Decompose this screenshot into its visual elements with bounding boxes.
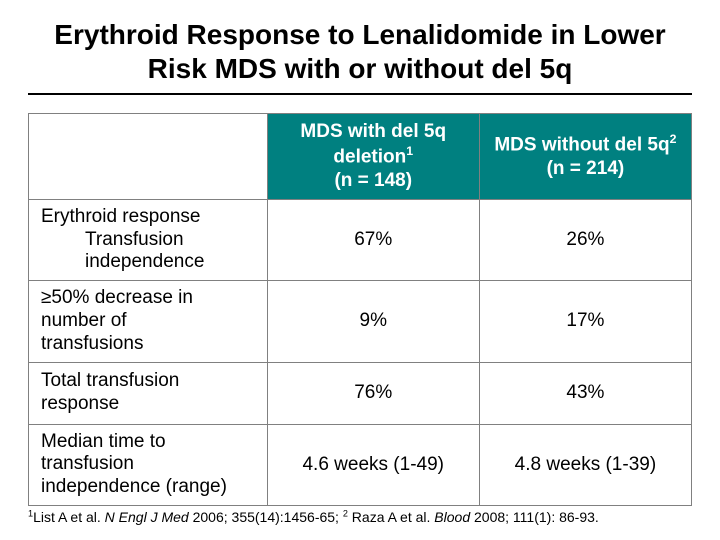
slide-container: Erythroid Response to Lenalidomide in Lo… — [0, 0, 720, 540]
row3-col2: 4.8 weeks (1-39) — [479, 424, 691, 505]
table-row: Median time to transfusion independence … — [29, 424, 692, 505]
row0-col1: 67% — [267, 199, 479, 280]
footnote-ref1-post: 2006; 355(14):1456-65; — [193, 509, 343, 525]
header-col1-line2: deletion — [333, 146, 406, 167]
header-col1-sup: 1 — [406, 144, 413, 158]
table-row: Erythroid response Transfusion independe… — [29, 199, 692, 280]
row2-col1: 76% — [267, 362, 479, 424]
row3-l1: Median time to transfusion — [41, 431, 166, 475]
row0-col2: 26% — [479, 199, 691, 280]
slide-title: Erythroid Response to Lenalidomide in Lo… — [28, 18, 692, 85]
table-header-row: MDS with del 5q deletion1 (n = 148) MDS … — [29, 114, 692, 200]
row1-col2: 17% — [479, 281, 691, 362]
header-col1: MDS with del 5q deletion1 (n = 148) — [267, 114, 479, 200]
title-divider — [28, 93, 692, 95]
row2-l1: Total transfusion — [41, 370, 179, 391]
row0-sub2: independence — [41, 251, 257, 274]
header-corner-cell — [29, 114, 268, 200]
footnote-ref2-pre: Raza A et al. — [348, 509, 434, 525]
data-table: MDS with del 5q deletion1 (n = 148) MDS … — [28, 113, 692, 506]
header-col2: MDS without del 5q2 (n = 214) — [479, 114, 691, 200]
footnote-ref2-ital: Blood — [434, 509, 474, 525]
row1-label: ≥50% decrease in number of transfusions — [29, 281, 268, 362]
row0-sub1: Transfusion — [41, 229, 257, 252]
header-col2-line2: (n = 214) — [547, 158, 625, 179]
row1-l2: number of — [41, 310, 127, 331]
header-col1-line1: MDS with del 5q — [300, 121, 446, 142]
row3-col1: 4.6 weeks (1-49) — [267, 424, 479, 505]
row0-label: Erythroid response Transfusion independe… — [29, 199, 268, 280]
footnote: 1List A et al. N Engl J Med 2006; 355(14… — [28, 508, 692, 526]
table-row: Total transfusion response 76% 43% — [29, 362, 692, 424]
footnote-ref2-post: 2008; 111(1): 86-93. — [474, 509, 599, 525]
row1-l1: ≥50% decrease in — [41, 287, 193, 308]
row3-label: Median time to transfusion independence … — [29, 424, 268, 505]
footnote-ref1-pre: List A et al. — [33, 509, 105, 525]
header-col2-sup: 2 — [670, 132, 677, 146]
row0-main: Erythroid response — [41, 206, 200, 227]
row3-l2: independence (range) — [41, 476, 227, 497]
table-row: ≥50% decrease in number of transfusions … — [29, 281, 692, 362]
row2-l2: response — [41, 393, 119, 414]
row2-label: Total transfusion response — [29, 362, 268, 424]
row1-l3: transfusions — [41, 333, 143, 354]
row2-col2: 43% — [479, 362, 691, 424]
row1-col1: 9% — [267, 281, 479, 362]
footnote-ref1-ital: N Engl J Med — [105, 509, 193, 525]
header-col2-line1: MDS without del 5q — [494, 134, 669, 155]
header-col1-line3: (n = 148) — [334, 170, 412, 191]
